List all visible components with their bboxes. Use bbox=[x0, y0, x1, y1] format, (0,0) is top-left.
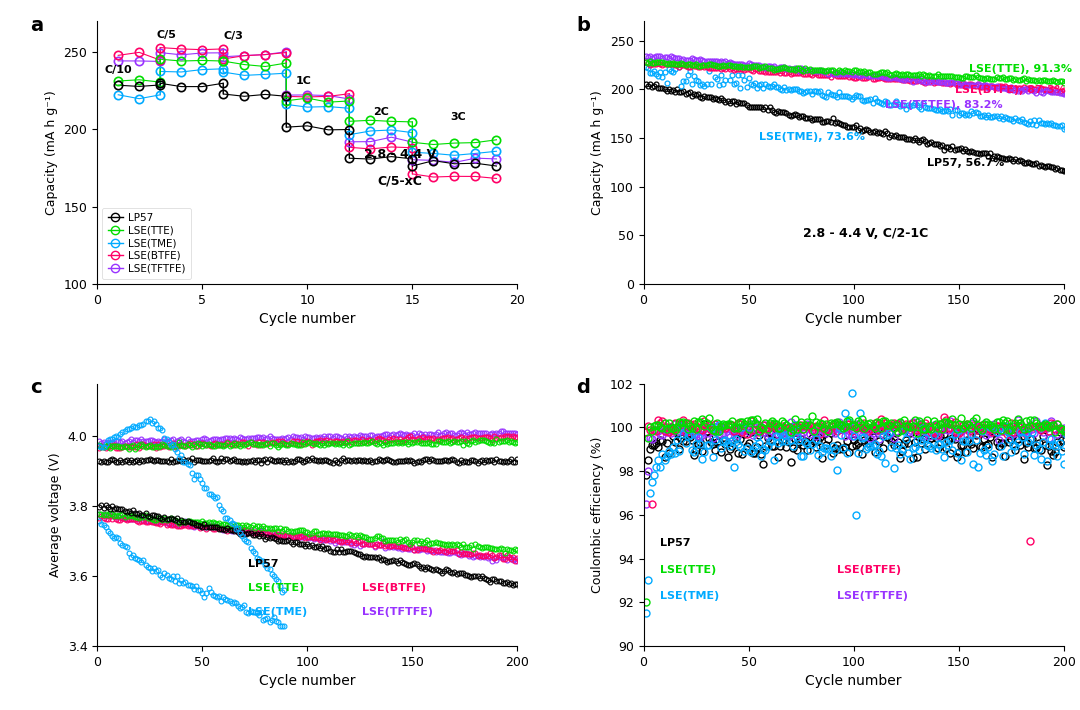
Text: LSE(BTFE), 87.3%: LSE(BTFE), 87.3% bbox=[955, 85, 1065, 95]
Text: LSE(TME), 73.6%: LSE(TME), 73.6% bbox=[759, 132, 865, 142]
Y-axis label: Capacity (mA h g⁻¹): Capacity (mA h g⁻¹) bbox=[45, 90, 58, 215]
Text: C/10: C/10 bbox=[105, 65, 132, 75]
Text: LSE(BTFE): LSE(BTFE) bbox=[362, 583, 427, 593]
Text: LSE(TTE), 91.3%: LSE(TTE), 91.3% bbox=[969, 64, 1072, 74]
Text: LP57, 56.7%: LP57, 56.7% bbox=[928, 158, 1004, 168]
Text: LSE(TFTFE): LSE(TFTFE) bbox=[362, 606, 433, 616]
Text: b: b bbox=[577, 16, 590, 35]
X-axis label: Cycle number: Cycle number bbox=[806, 312, 902, 326]
Text: LSE(BTFE): LSE(BTFE) bbox=[837, 564, 901, 574]
Text: 2.8 - 4.4 V: 2.8 - 4.4 V bbox=[364, 148, 436, 160]
Text: a: a bbox=[30, 16, 43, 35]
Text: c: c bbox=[30, 378, 42, 398]
Text: LSE(TTE): LSE(TTE) bbox=[248, 583, 305, 593]
Text: C/3: C/3 bbox=[224, 31, 244, 41]
Y-axis label: Average voltage (V): Average voltage (V) bbox=[49, 452, 62, 577]
Text: C/5-xC: C/5-xC bbox=[377, 174, 422, 187]
Text: LSE(TFTFE): LSE(TFTFE) bbox=[837, 591, 908, 601]
Y-axis label: Coulombic efficiency (%): Coulombic efficiency (%) bbox=[592, 437, 605, 593]
Text: LSE(TTE): LSE(TTE) bbox=[660, 564, 717, 574]
Text: LSE(TME): LSE(TME) bbox=[660, 591, 719, 601]
Text: 2.8 - 4.4 V, C/2-1C: 2.8 - 4.4 V, C/2-1C bbox=[804, 226, 929, 239]
X-axis label: Cycle number: Cycle number bbox=[259, 674, 355, 689]
Text: 3C: 3C bbox=[450, 111, 467, 121]
Text: 1C: 1C bbox=[295, 76, 311, 86]
Y-axis label: Capacity (mA h g⁻¹): Capacity (mA h g⁻¹) bbox=[592, 90, 605, 215]
Text: LSE(TME): LSE(TME) bbox=[248, 606, 308, 616]
X-axis label: Cycle number: Cycle number bbox=[259, 312, 355, 326]
Text: LP57: LP57 bbox=[660, 538, 691, 548]
Legend: LP57, LSE(TTE), LSE(TME), LSE(BTFE), LSE(TFTFE): LP57, LSE(TTE), LSE(TME), LSE(BTFE), LSE… bbox=[103, 208, 191, 278]
Text: C/5: C/5 bbox=[157, 30, 176, 40]
Text: LSE(TFTFE), 83.2%: LSE(TFTFE), 83.2% bbox=[886, 100, 1003, 110]
X-axis label: Cycle number: Cycle number bbox=[806, 674, 902, 689]
Text: 2C: 2C bbox=[373, 107, 389, 117]
Text: d: d bbox=[577, 378, 590, 398]
Text: LP57: LP57 bbox=[248, 559, 279, 569]
